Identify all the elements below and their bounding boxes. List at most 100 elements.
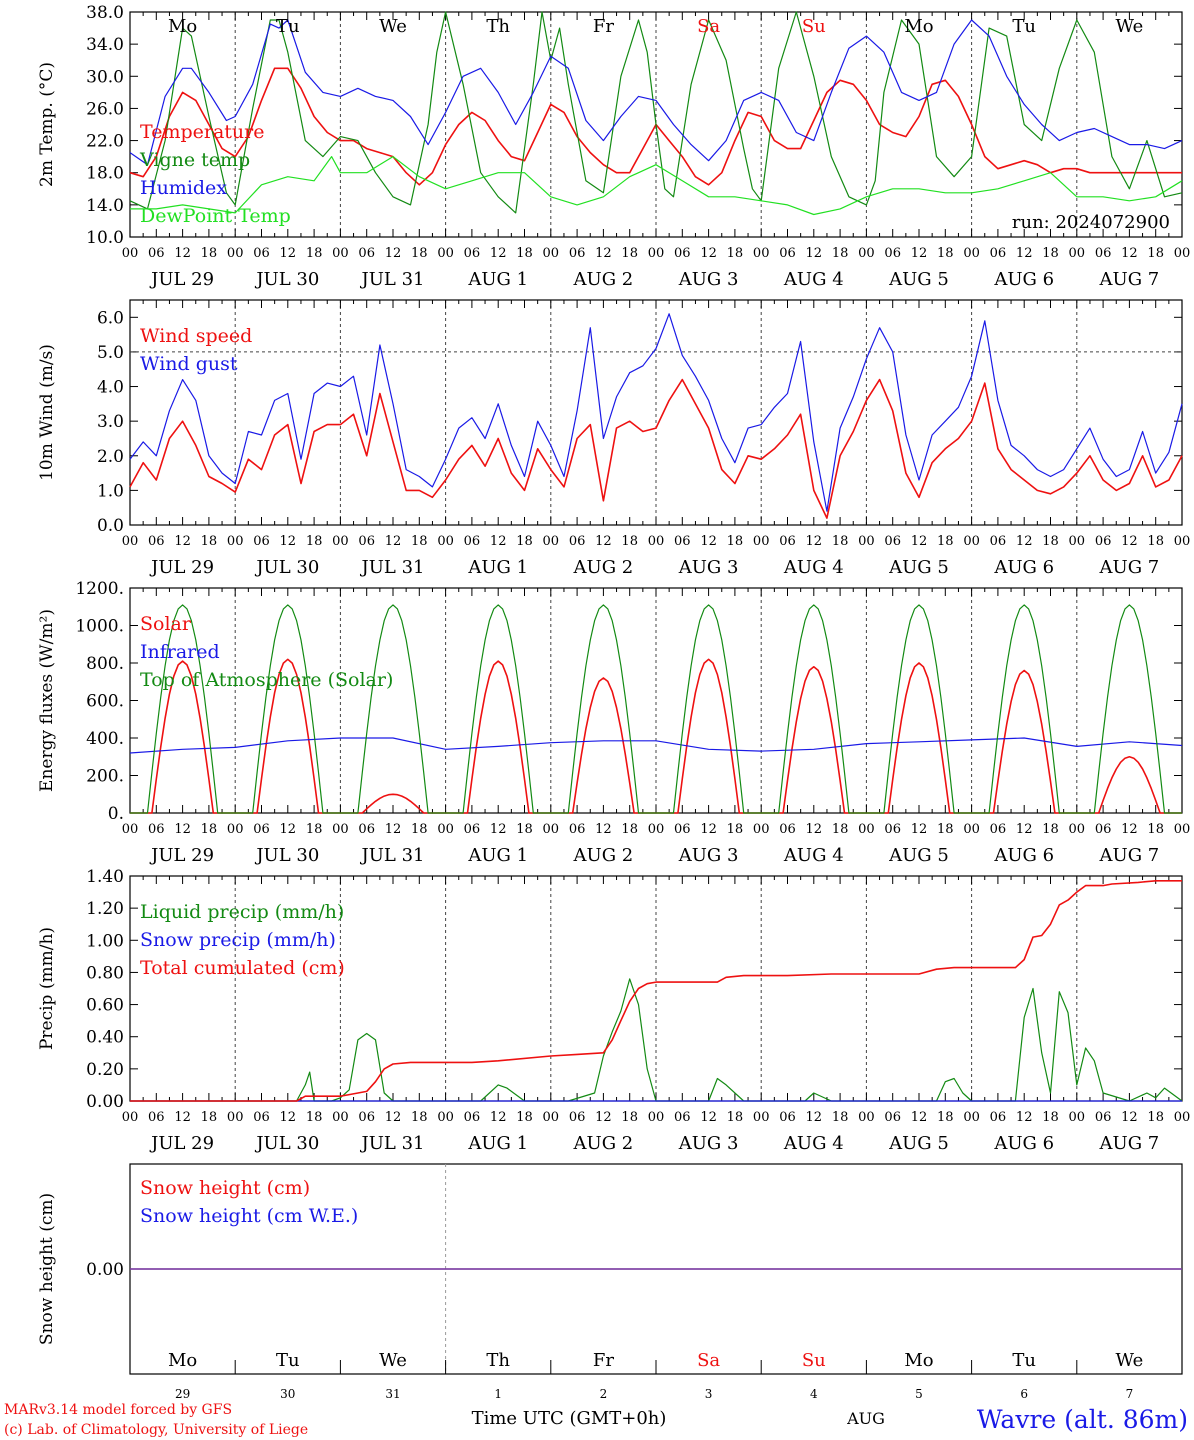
hour-tick-label: 12 [490,534,507,549]
date-label: AUG 3 [678,269,739,290]
hour-tick-label: 06 [779,534,796,549]
hour-tick-label: 12 [1121,246,1138,261]
hour-tick-label: 12 [595,1110,612,1125]
hour-tick-label: 12 [1016,1110,1033,1125]
hour-tick-label: 06 [779,1110,796,1125]
hour-tick-label: 06 [1095,534,1112,549]
hour-tick-label: 00 [858,534,875,549]
hour-tick-label: 00 [332,534,349,549]
hour-tick-label: 06 [779,822,796,837]
legend-entry: Snow precip (mm/h) [140,929,336,951]
y-tick-label: 0.40 [86,1028,124,1048]
hour-tick-label: 06 [569,1110,586,1125]
hour-tick-label: 18 [832,822,849,837]
legend-entry: DewPoint Temp [140,205,291,227]
date-label: JUL 30 [254,1133,319,1154]
legend-entry: Humidex [140,177,227,199]
hour-tick-label: 06 [569,534,586,549]
date-label: AUG 1 [467,845,528,866]
y-tick-label: 800. [86,654,124,674]
hour-tick-label: 06 [884,822,901,837]
date-label: AUG 5 [888,557,949,578]
y-axis-label: Snow height (cm) [37,1193,57,1345]
energy-series-infrared [129,737,1183,754]
y-tick-label: 600. [86,692,124,712]
hour-tick-label: 00 [753,534,770,549]
date-label: AUG 2 [573,1133,634,1154]
legend-entry: Top of Atmosphere (Solar) [140,669,393,691]
hour-tick-label: 00 [963,534,980,549]
date-label: AUG 7 [1099,269,1160,290]
y-tick-label: 4.0 [97,378,124,398]
legend-entry: Solar [140,613,192,635]
y-tick-label: 0. [108,804,124,824]
model-credit: MARv3.14 model forced by GFS [4,1402,232,1418]
y-tick-label: 3.0 [97,412,124,432]
hour-tick-label: 12 [280,246,297,261]
hour-tick-label: 00 [858,822,875,837]
y-tick-label: 0.60 [86,996,124,1016]
hour-tick-label: 00 [332,822,349,837]
hour-tick-label: 12 [174,246,191,261]
hour-tick-label: 12 [490,1110,507,1125]
hour-tick-label: 18 [727,822,744,837]
hour-tick-label: 06 [464,822,481,837]
hour-tick-label: 12 [490,822,507,837]
y-tick-label: 38.0 [86,3,124,23]
hour-tick-label: 12 [595,822,612,837]
date-label: AUG 2 [573,269,634,290]
hour-tick-label: 12 [490,246,507,261]
hour-tick-label: 06 [884,1110,901,1125]
hour-tick-label: 12 [806,1110,823,1125]
weekday-label: Fr [593,1350,614,1371]
date-label: JUL 29 [149,269,214,290]
wind-series-wind-speed [129,378,1183,519]
date-label: AUG 3 [678,1133,739,1154]
hour-tick-label: 00 [753,1110,770,1125]
hour-tick-label: 12 [385,246,402,261]
date-label: AUG 2 [573,845,634,866]
hour-tick-label: 00 [1069,822,1086,837]
hour-tick-label: 12 [385,1110,402,1125]
time-axis-label: Time UTC (GMT+0h) [472,1408,667,1429]
hour-tick-label: 18 [1042,822,1059,837]
hour-tick-label: 06 [358,1110,375,1125]
weekday-label: Sa [697,1350,720,1371]
hour-tick-label: 06 [990,534,1007,549]
hour-tick-label: 12 [1121,1110,1138,1125]
hour-tick-label: 06 [990,1110,1007,1125]
legend-entry: Vigne temp [139,149,250,171]
hour-tick-label: 00 [1069,534,1086,549]
y-tick-label: 2.0 [97,447,124,467]
y-tick-label: 22.0 [86,132,124,152]
date-label: AUG 4 [783,557,844,578]
hour-tick-label: 18 [201,534,218,549]
hour-tick-label: 00 [122,822,139,837]
weekday-label: Tu [1012,1350,1036,1371]
day-number-label: 5 [915,1387,923,1401]
date-label: AUG 7 [1099,557,1160,578]
hour-tick-label: 18 [727,534,744,549]
data-series [129,11,1183,1270]
weekday-label: Su [802,16,826,37]
hour-tick-label: 12 [1121,822,1138,837]
date-label: AUG 1 [467,1133,528,1154]
hour-tick-label: 12 [700,1110,717,1125]
hour-tick-label: 06 [1095,822,1112,837]
hour-tick-label: 12 [280,534,297,549]
y-tick-label: 14.0 [86,196,124,216]
date-label: AUG 7 [1099,845,1160,866]
hour-tick-label: 18 [1042,246,1059,261]
hour-tick-label: 12 [700,534,717,549]
hour-tick-label: 18 [937,822,954,837]
hour-tick-label: 00 [1069,246,1086,261]
copyright-credit: (c) Lab. of Climatology, University of L… [4,1422,308,1438]
date-label: JUL 31 [360,557,425,578]
hour-tick-label: 06 [884,246,901,261]
hour-tick-label: 00 [963,822,980,837]
legend-entry: Wind gust [140,353,238,375]
hour-tick-label: 00 [1069,1110,1086,1125]
hour-tick-label: 00 [227,822,244,837]
weekday-label: Sa [697,16,720,37]
